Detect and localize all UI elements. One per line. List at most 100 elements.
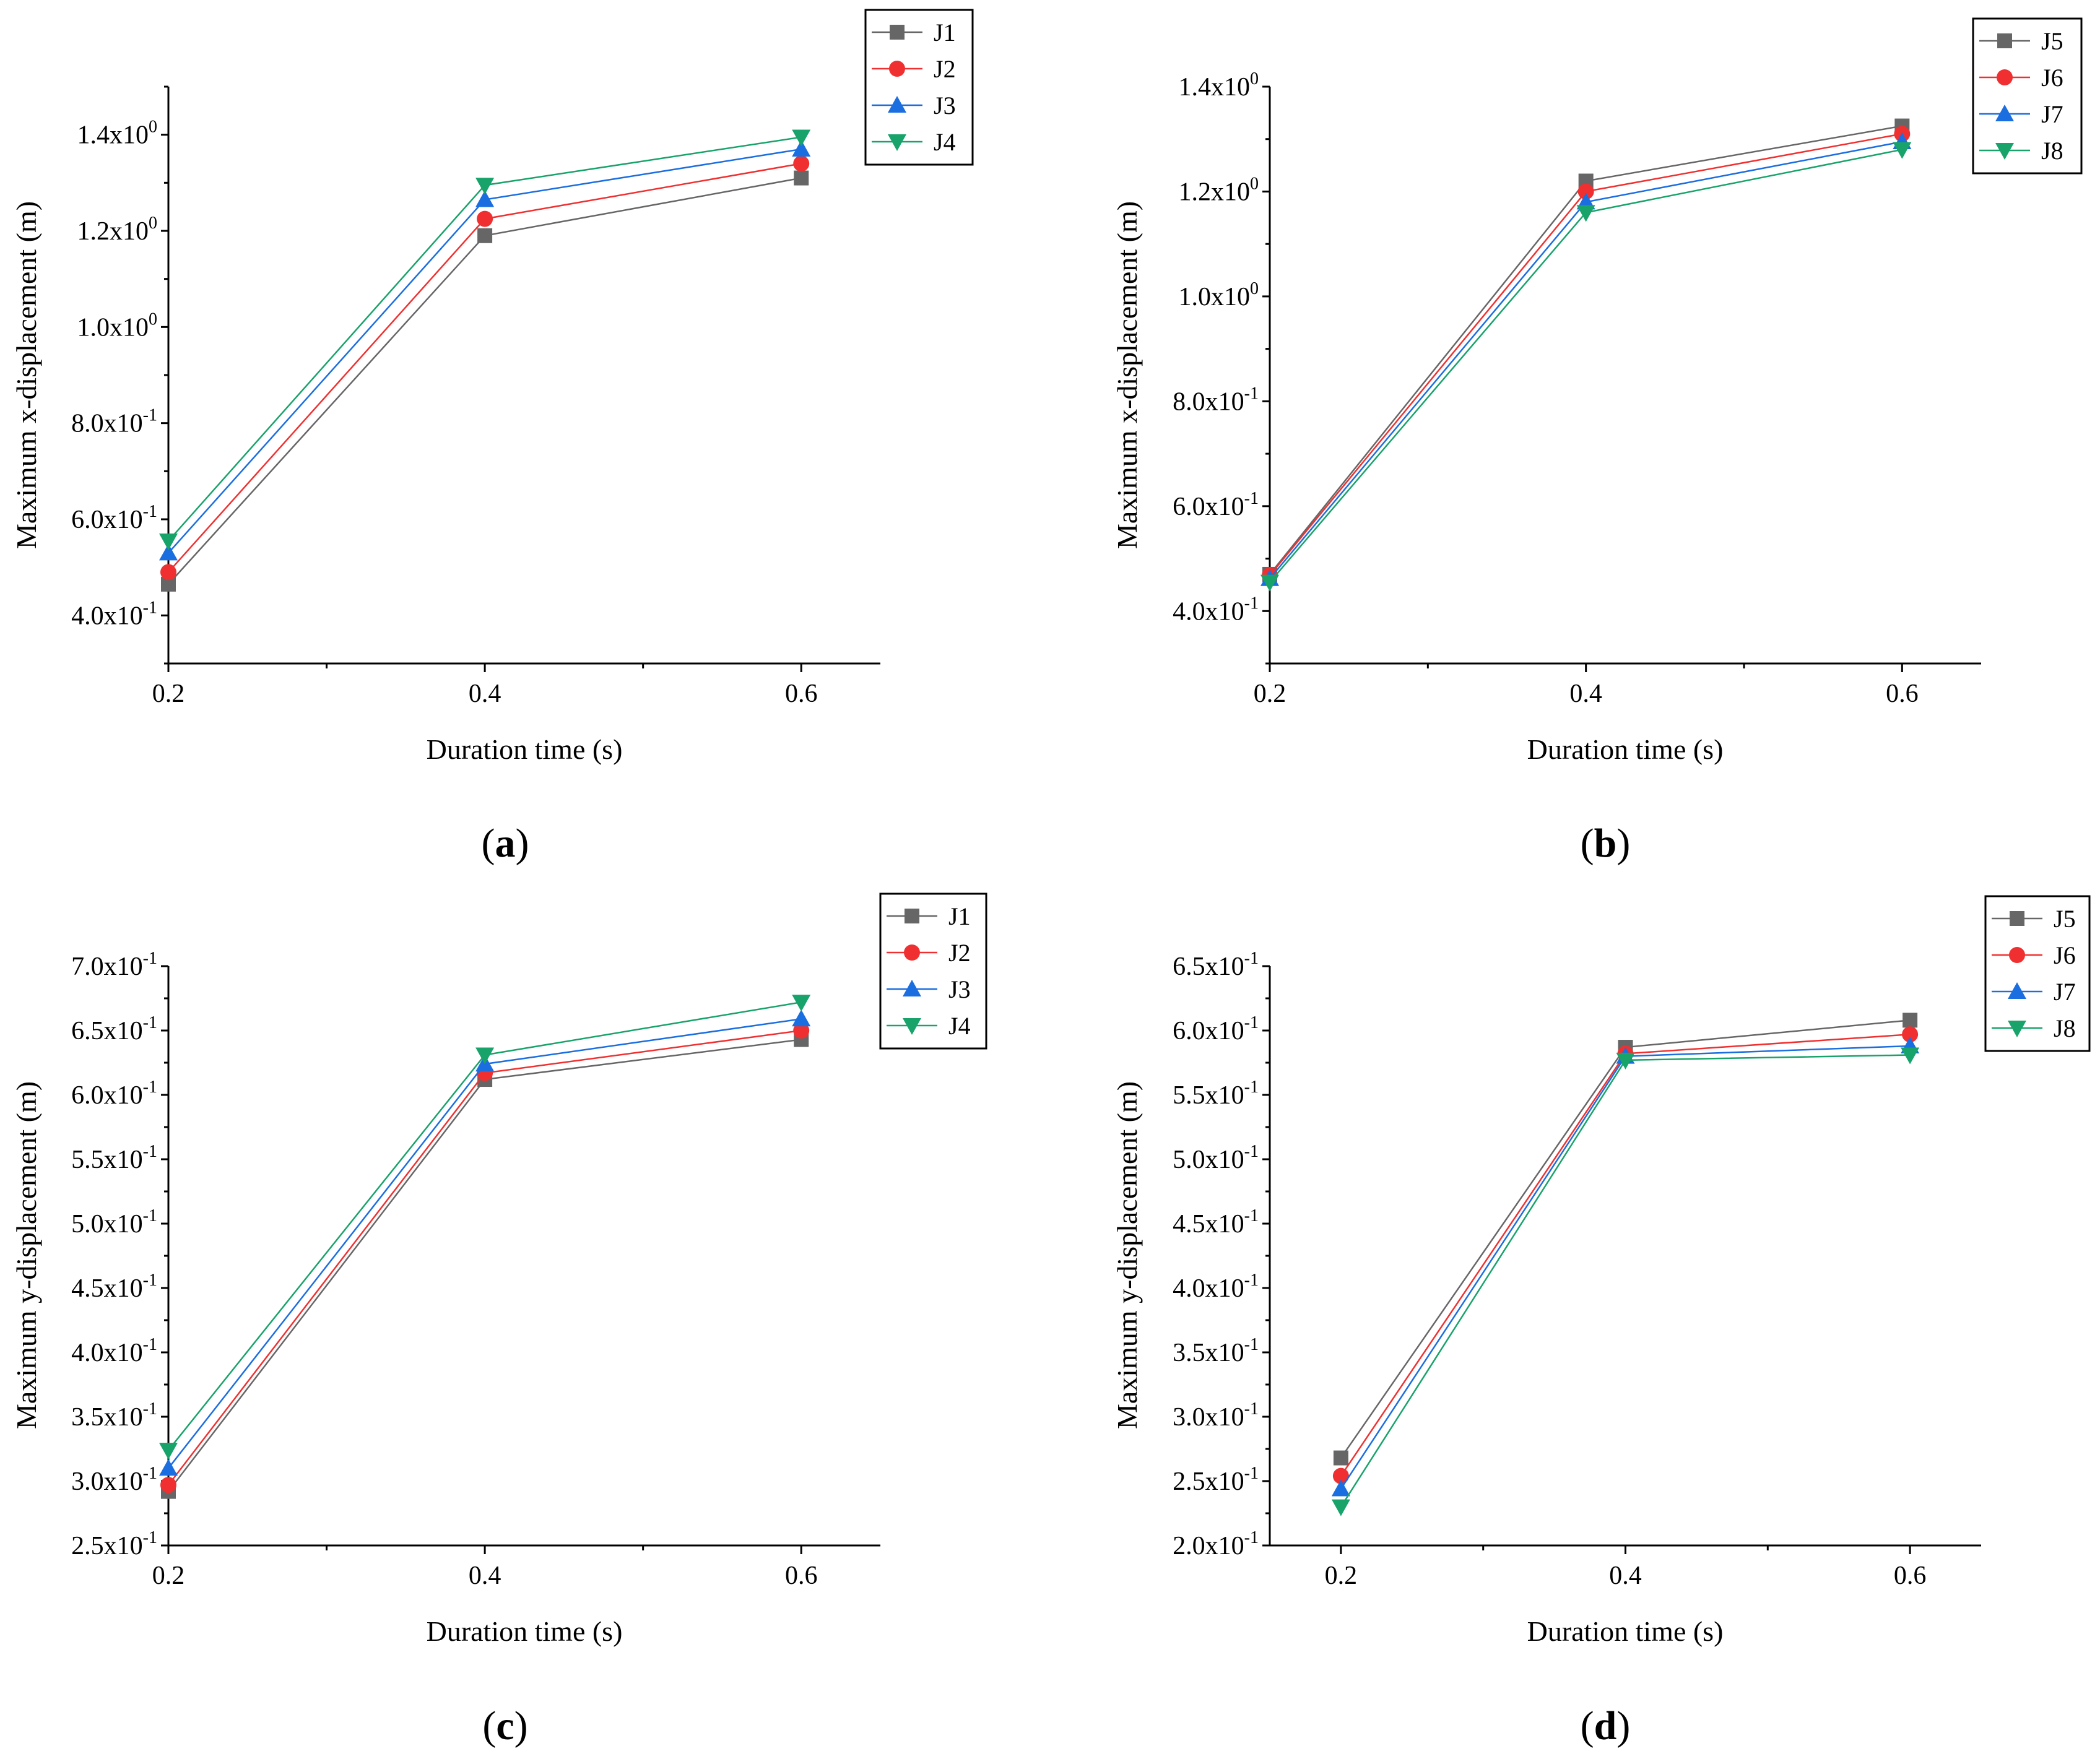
data-point-J3 <box>159 543 178 561</box>
y-tick-label: 6.5x10-1 <box>71 1013 157 1045</box>
series-J1 <box>161 1032 809 1499</box>
legend-label-J3: J3 <box>948 975 971 1003</box>
data-point-J2 <box>793 155 810 172</box>
y-tick-label: 5.0x10-1 <box>71 1206 157 1238</box>
legend-marker-J3 <box>888 96 906 113</box>
legend: J1 J2 J3 J4 <box>879 892 987 1050</box>
panel-caption: (c) <box>482 1703 527 1748</box>
series-J5 <box>1333 1013 1918 1466</box>
legend-marker-J5 <box>2010 911 2024 926</box>
legend-marker-J2 <box>904 944 920 961</box>
data-point-J5 <box>1903 1013 1918 1028</box>
y-tick-label: 3.5x10-1 <box>1173 1335 1259 1367</box>
data-point-J7 <box>1331 1479 1350 1497</box>
legend: J1 J2 J3 J4 <box>864 9 974 166</box>
data-point-J8 <box>1331 1499 1350 1516</box>
series-line-J1 <box>168 1039 802 1492</box>
legend-label-J1: J1 <box>934 19 956 46</box>
legend-label-J4: J4 <box>948 1012 971 1040</box>
x-tick-label: 0.4 <box>1609 1562 1642 1590</box>
x-tick-label: 0.6 <box>785 680 818 708</box>
series-J7 <box>1331 1036 1920 1497</box>
series-line-J3 <box>168 148 802 554</box>
y-tick-label: 2.5x10-1 <box>71 1528 157 1560</box>
legend-marker-J1 <box>890 25 905 40</box>
series-J4 <box>159 995 811 1460</box>
y-tick-label: 3.0x10-1 <box>1173 1399 1259 1432</box>
y-tick-label: 1.0x100 <box>1179 279 1259 311</box>
legend-label-J4: J4 <box>934 128 956 156</box>
x-tick-label: 0.2 <box>152 1562 185 1590</box>
legend-label-J8: J8 <box>2041 137 2063 165</box>
data-point-J8 <box>1616 1052 1635 1070</box>
chart-panel-c: 2.5x10-1 3.0x10-1 3.5x10-1 4.0x10-1 4.5x10-1… <box>11 892 987 1748</box>
series-J6 <box>1332 1026 1919 1484</box>
series-line-J2 <box>168 1029 802 1486</box>
y-tick-label: 4.5x10-1 <box>71 1271 157 1303</box>
panel-caption: (a) <box>482 821 529 866</box>
legend-label-J7: J7 <box>2041 100 2063 128</box>
series-line-J7 <box>1340 1045 1911 1490</box>
legend-label-J1: J1 <box>948 902 971 930</box>
x-tick-label: 0.4 <box>469 1562 501 1590</box>
legend-label-J2: J2 <box>948 939 971 967</box>
y-tick-label: 4.0x10-1 <box>71 1335 157 1367</box>
series-J4 <box>159 129 811 550</box>
legend-label-J7: J7 <box>2054 978 2076 1006</box>
legend-marker-J4 <box>903 1018 921 1035</box>
legend-marker-J1 <box>905 909 919 923</box>
y-tick-label: 8.0x10-1 <box>71 406 157 438</box>
legend-box <box>879 892 987 1050</box>
panel-caption: (b) <box>1581 821 1631 866</box>
y-tick-label: 4.0x10-1 <box>71 598 157 630</box>
series-J2 <box>160 1022 810 1493</box>
legend-box <box>1972 17 2083 175</box>
data-point-J2 <box>793 1022 810 1039</box>
legend: J5 J6 J7 J8 <box>1984 895 2091 1052</box>
y-axis-label: Maximum y-displacement (m) <box>11 1081 42 1429</box>
y-tick-label: 5.5x10-1 <box>1173 1078 1259 1110</box>
series-J7 <box>1260 132 1912 586</box>
y-tick-label: 6.0x10-1 <box>1173 489 1259 521</box>
y-tick-label: 4.0x10-1 <box>1173 1271 1259 1303</box>
x-tick-label: 0.2 <box>1254 680 1286 708</box>
legend-marker-J8 <box>1995 143 2014 160</box>
y-tick-label: 1.0x100 <box>77 309 158 342</box>
series-line-J5 <box>1340 1019 1911 1459</box>
x-tick-label: 0.6 <box>785 1562 818 1590</box>
data-point-J4 <box>475 178 495 195</box>
data-point-J2 <box>160 1477 176 1493</box>
series-J2 <box>160 155 810 581</box>
chart-panel-d: 2.0x10-1 2.5x10-1 3.0x10-1 3.5x10-1 4.0x10-1… <box>1111 895 2091 1748</box>
data-point-J4 <box>792 129 811 147</box>
x-axis-label: Duration time (s) <box>1527 733 1724 765</box>
x-tick-label: 0.2 <box>1325 1562 1358 1590</box>
y-tick-label: 6.0x10-1 <box>71 1078 157 1110</box>
legend-marker-J6 <box>1997 69 2013 85</box>
y-tick-label: 1.4x100 <box>77 118 158 150</box>
data-point-J4 <box>792 995 811 1012</box>
data-point-J8 <box>1901 1047 1920 1065</box>
y-tick-label: 2.0x10-1 <box>1173 1528 1259 1560</box>
data-point-J1 <box>794 170 809 186</box>
series-line-J6 <box>1340 1033 1911 1477</box>
legend-label-J6: J6 <box>2041 64 2063 92</box>
series-J8 <box>1260 142 1912 592</box>
y-tick-label: 5.5x10-1 <box>71 1142 157 1174</box>
data-point-J3 <box>159 1459 178 1476</box>
legend-marker-J6 <box>2009 947 2025 963</box>
series-J3 <box>159 139 811 561</box>
data-point-J2 <box>477 210 493 227</box>
data-point-J5 <box>1333 1450 1348 1466</box>
y-axis-label: Maximum x-displacement (m) <box>11 201 42 549</box>
y-tick-label: 3.5x10-1 <box>71 1399 157 1432</box>
series-line-J8 <box>1340 1054 1911 1508</box>
data-point-J2 <box>160 564 176 581</box>
x-axis-label: Duration time (s) <box>427 1615 623 1647</box>
data-point-J3 <box>792 1009 811 1027</box>
legend-marker-J7 <box>1995 105 2014 121</box>
y-tick-label: 6.0x10-1 <box>71 502 157 534</box>
data-point-J8 <box>1260 574 1279 592</box>
y-tick-label: 8.0x10-1 <box>1173 384 1259 416</box>
